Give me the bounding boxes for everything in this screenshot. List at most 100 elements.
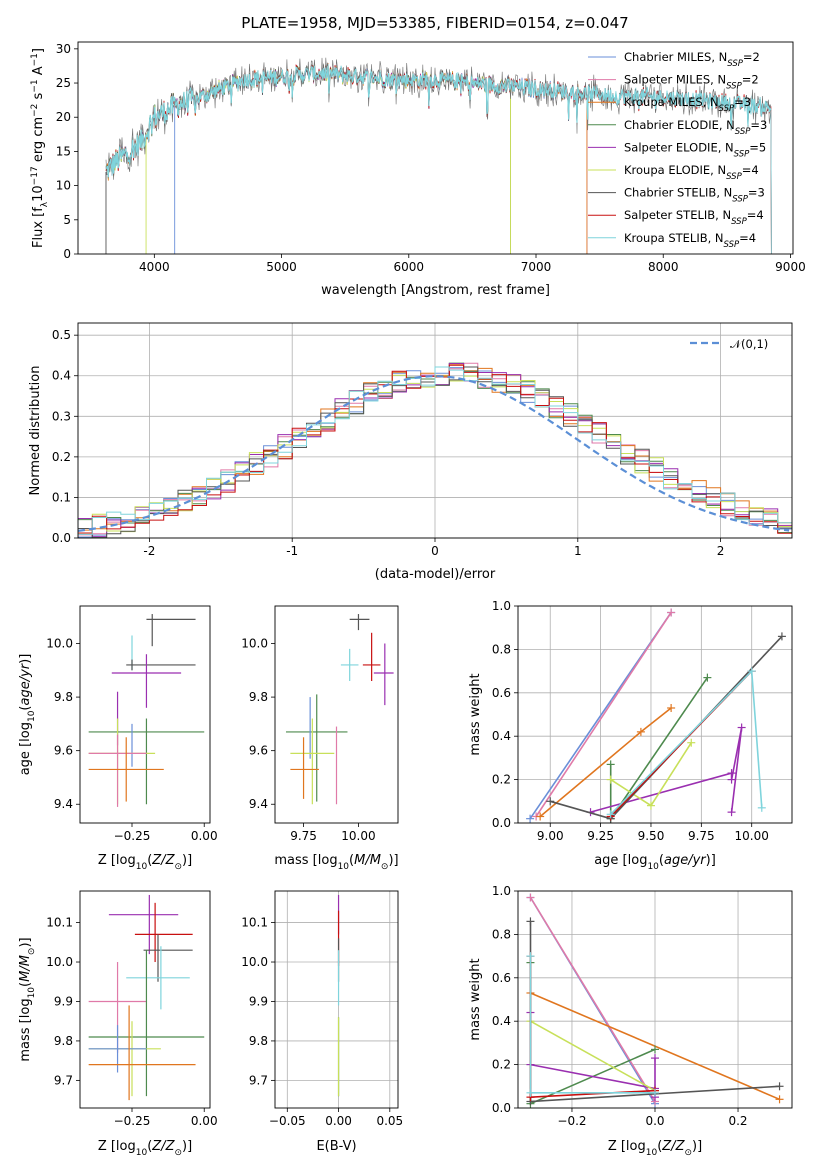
observed-spectrum xyxy=(105,57,772,180)
weight-line-salpeter_miles xyxy=(535,612,672,817)
y-tick-label: 9.6 xyxy=(249,744,268,758)
y-tick-label: 9.8 xyxy=(54,1034,73,1048)
label-part: ( xyxy=(147,853,152,868)
x-tick-label: 10.00 xyxy=(735,829,769,843)
label-part: erg cm xyxy=(31,117,46,166)
y-tick-label: 0.8 xyxy=(492,642,511,656)
axes-frame xyxy=(77,41,794,255)
legend-subscript: SSP xyxy=(732,195,748,205)
plot-area xyxy=(88,614,205,807)
x-axis-label: age [log10(age/yr)] xyxy=(594,853,716,872)
label-part: ⊙ xyxy=(381,862,389,872)
label-part: ( xyxy=(659,853,664,868)
legend-subscript: SSP xyxy=(726,172,742,182)
y-tick-label: 0.0 xyxy=(52,531,71,545)
legend-subscript: SSP xyxy=(735,127,751,137)
y-axis-label: Flux [fλ10−17 erg cm−2 s−1 A−1] xyxy=(30,48,50,248)
y-tick-label: 9.6 xyxy=(54,744,73,758)
y-tick-label: 0.3 xyxy=(52,409,71,423)
x-tick-label: -1 xyxy=(286,544,298,558)
y-tick-label: 1.0 xyxy=(492,884,511,898)
label-part: λ xyxy=(40,201,50,207)
y-tick-label: 10.0 xyxy=(241,637,268,651)
plot-area xyxy=(78,362,792,538)
x-tick-label: −0.2 xyxy=(557,1114,586,1128)
y-tick-label: 0.6 xyxy=(492,971,511,985)
label-part: −1 xyxy=(30,79,40,92)
label-part: −1 xyxy=(30,53,40,66)
legend-value: =4 xyxy=(742,163,759,177)
y-tick-label: 30 xyxy=(56,42,71,56)
legend-subscript: SSP xyxy=(734,149,750,159)
x-tick-label: 0 xyxy=(431,544,439,558)
y-axis-label: age [log10(age/yr)] xyxy=(18,654,37,776)
x-axis-label: E(B-V) xyxy=(316,1139,356,1154)
legend-text: Kroupa STELIB, N xyxy=(624,231,724,245)
x-tick-label: 0.00 xyxy=(191,1114,218,1128)
x-tick-label: 2 xyxy=(717,544,725,558)
label-part: E(B-V) xyxy=(316,1139,356,1154)
label-part: 10 xyxy=(31,185,46,202)
label-part: mass weight xyxy=(468,958,483,1040)
label-part: age [log xyxy=(18,722,33,775)
y-tick-label: 25 xyxy=(56,76,71,90)
legend-value: =2 xyxy=(742,73,759,87)
model-spectrum-chabrier_elodie xyxy=(105,64,511,254)
legend-entry-chabrier_elodie: Chabrier ELODIE, NSSP=3 xyxy=(624,118,767,137)
label-part: )] xyxy=(182,1139,192,1154)
panel-weight_vs_age: 9.00 9.25 9.50 9.75 10.00 0.0 0.2 0.4 0.6 0.8 1.0 a… xyxy=(468,599,793,872)
y-tick-label: 0.4 xyxy=(52,369,71,383)
x-tick-label: −0.25 xyxy=(114,1114,151,1128)
y-tick-label: 9.8 xyxy=(249,1034,268,1048)
label-part: ⊙ xyxy=(174,1148,182,1158)
legend-value: =3 xyxy=(734,95,751,109)
y-tick-label: 15 xyxy=(56,144,71,158)
y-tick-label: 1.0 xyxy=(492,599,511,613)
x-axis-label: Z [log10(Z/Z⊙)] xyxy=(98,1139,192,1158)
y-tick-label: 0.4 xyxy=(492,729,511,743)
plot-area xyxy=(88,894,205,1101)
label-part: mass weight xyxy=(468,673,483,755)
label-part: 10 xyxy=(27,987,37,999)
label-part: )] xyxy=(388,853,398,868)
x-tick-label: 0.0 xyxy=(645,1114,664,1128)
normal-curve xyxy=(78,375,790,532)
x-tick-label: 9.50 xyxy=(638,829,665,843)
y-axis-label: mass [log10(M/M⊙)] xyxy=(18,937,37,1061)
legend-entry-salpeter_stelib: Salpeter STELIB, NSSP=4 xyxy=(624,208,764,227)
y-tick-label: 0.2 xyxy=(492,1058,511,1072)
label-part: −17 xyxy=(30,166,40,185)
label-part: )] xyxy=(18,654,33,664)
legend-subscript: SSP xyxy=(719,104,735,114)
model-spectrum-overlay xyxy=(105,65,772,178)
x-axis-label: mass [log10(M/M⊙)] xyxy=(274,853,398,872)
y-tick-label: 0.4 xyxy=(492,1014,511,1028)
plot-area xyxy=(526,893,784,1108)
legend-subscript: SSP xyxy=(731,217,747,227)
y-tick-label: 10 xyxy=(56,179,71,193)
residual-histogram-kroupa_stelib xyxy=(78,366,792,535)
y-tick-label: 9.8 xyxy=(54,690,73,704)
legend-text: Chabrier MILES, N xyxy=(624,50,727,64)
y-axis-label: Normed distribution xyxy=(28,366,43,496)
weight-line-chabrier_elodie xyxy=(609,677,709,822)
y-tick-label: 10.0 xyxy=(46,637,73,651)
legend-value: =3 xyxy=(748,186,765,200)
x-tick-label: 0.00 xyxy=(191,829,218,843)
label-part: ( xyxy=(147,1139,152,1154)
label-part: )] xyxy=(182,853,192,868)
label-part: ⊙ xyxy=(27,948,37,956)
legend-subscript: SSP xyxy=(727,59,743,69)
x-tick-label: −0.25 xyxy=(114,829,151,843)
legend-value: =4 xyxy=(739,231,756,245)
x-tick-label: 5000 xyxy=(266,260,297,274)
legend-text: Kroupa ELODIE, N xyxy=(624,163,726,177)
legend-value: =3 xyxy=(750,118,767,132)
legend-text: Chabrier STELIB, N xyxy=(624,186,732,200)
legend-subscript: SSP xyxy=(724,240,740,250)
y-tick-label: 5 xyxy=(63,213,71,227)
y-tick-label: 9.4 xyxy=(54,797,73,811)
label-part: Z [log xyxy=(608,1139,646,1154)
y-tick-label: 10.0 xyxy=(46,955,73,969)
